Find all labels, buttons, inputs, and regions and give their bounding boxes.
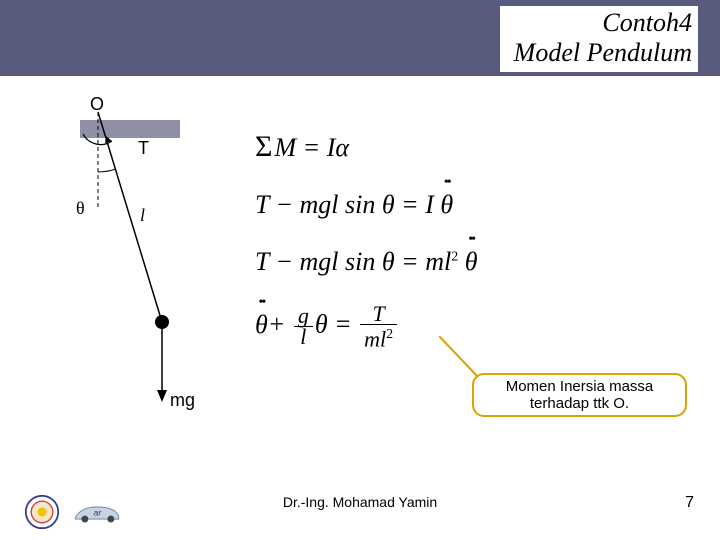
callout-line1: Momen Inersia massa [506, 378, 654, 395]
label-T: T [138, 138, 149, 159]
theta-ddot-2: θ [465, 248, 478, 277]
equation-1: ΣM = Iα [255, 130, 555, 163]
label-mg: mg [170, 390, 195, 411]
slide-header: Contoh4 Model Pendulum [0, 0, 720, 76]
slide-footer: Dr.-Ing. Mohamad Yamin 7 [0, 494, 720, 524]
equations-block: ΣM = Iα T − mgl sin θ = I θ T − mgl sin … [255, 130, 555, 378]
support-bar [80, 120, 180, 138]
pendulum-svg [50, 90, 250, 430]
title-line2: Model Pendulum [514, 38, 692, 67]
frac-g-over-l: g l [294, 306, 313, 347]
author-name: Dr.-Ing. Mohamad Yamin [283, 494, 437, 510]
pendulum-rod [98, 112, 162, 322]
label-theta: θ [76, 198, 85, 219]
equation-2: T − mgl sin θ = I θ [255, 191, 555, 220]
frac-T-over-ml2: T ml2 [360, 304, 397, 349]
pendulum-diagram: O T θ l mg [50, 90, 250, 430]
title-line1: Contoh4 [602, 8, 692, 37]
callout-box: Momen Inersia massa terhadap ttk O. [472, 373, 687, 417]
page-number: 7 [685, 494, 694, 512]
theta-ddot: θ [440, 191, 453, 220]
gravity-arrowhead [157, 390, 167, 402]
angle-arc [98, 169, 116, 172]
theta-ddot-3: θ [255, 311, 268, 340]
label-O: O [90, 94, 104, 115]
slide-title: Contoh4 Model Pendulum [500, 6, 698, 72]
sigma-symbol: Σ [255, 130, 272, 163]
equation-4: θ+ g l θ = T ml2 [255, 304, 555, 349]
equation-3: T − mgl sin θ = ml2 θ [255, 248, 555, 277]
callout-line2: terhadap ttk O. [530, 395, 629, 412]
label-l: l [140, 205, 145, 226]
